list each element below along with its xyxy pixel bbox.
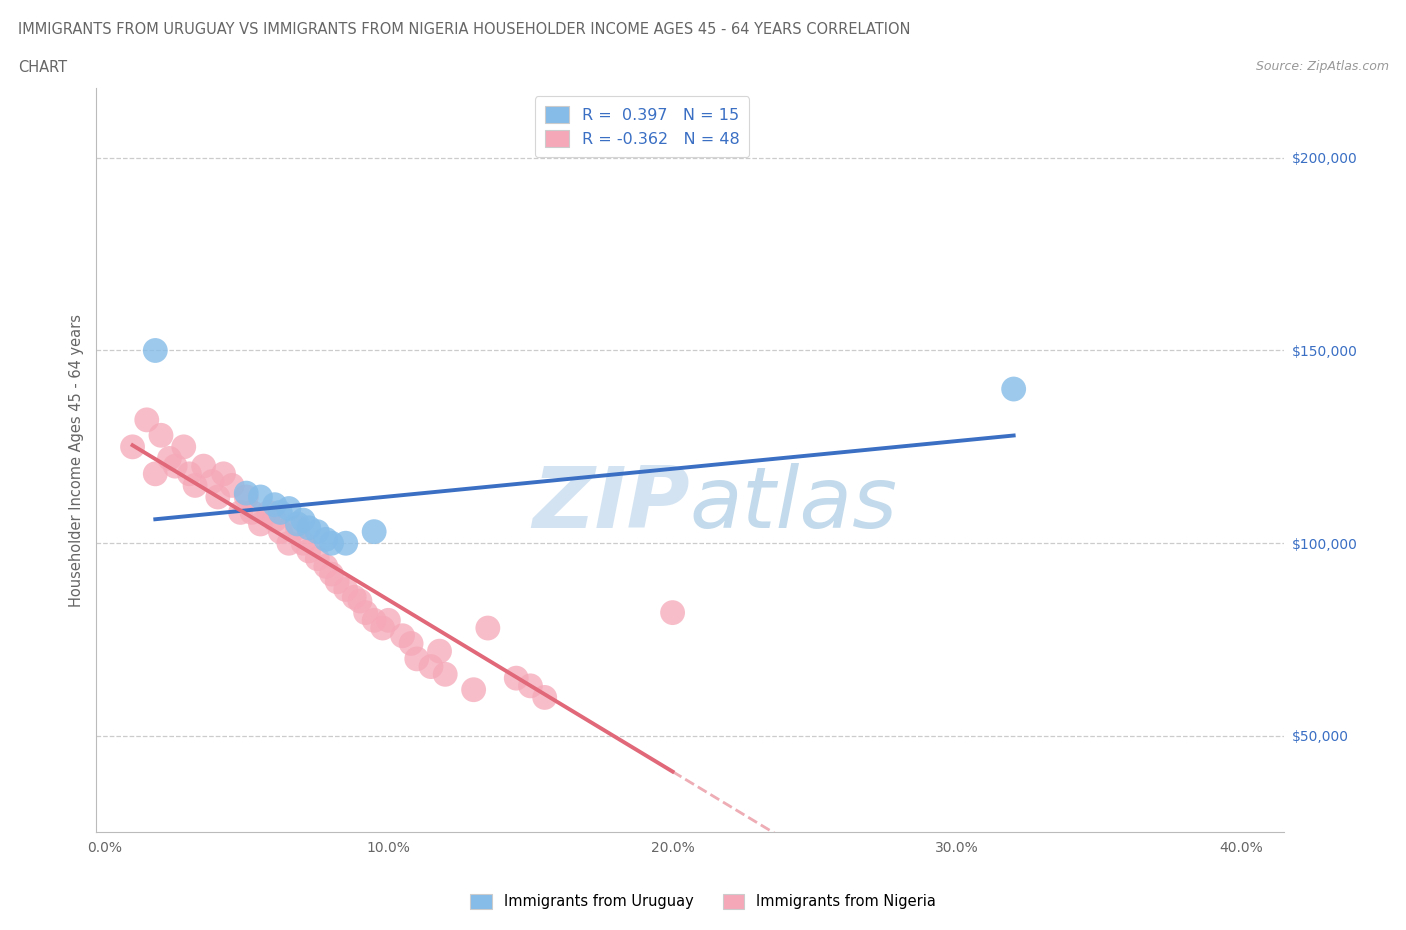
Point: [321, 566, 343, 581]
Text: IMMIGRANTS FROM URUGUAY VS IMMIGRANTS FROM NIGERIA HOUSEHOLDER INCOME AGES 45 - : IMMIGRANTS FROM URUGUAY VS IMMIGRANTS FR…: [18, 22, 911, 37]
Point: [399, 636, 422, 651]
Point: [269, 505, 291, 520]
Text: CHART: CHART: [18, 60, 67, 74]
Point: [149, 428, 172, 443]
Point: [463, 683, 485, 698]
Point: [257, 505, 280, 520]
Point: [229, 505, 252, 520]
Legend: R =  0.397   N = 15, R = -0.362   N = 48: R = 0.397 N = 15, R = -0.362 N = 48: [536, 97, 749, 157]
Point: [405, 651, 427, 666]
Y-axis label: Householder Income Ages 45 - 64 years: Householder Income Ages 45 - 64 years: [69, 313, 84, 607]
Point: [371, 620, 394, 635]
Point: [263, 498, 285, 512]
Point: [143, 467, 166, 482]
Point: [298, 543, 321, 558]
Point: [269, 525, 291, 539]
Point: [201, 474, 224, 489]
Point: [287, 516, 309, 531]
Point: [429, 644, 451, 658]
Point: [307, 525, 329, 539]
Point: [165, 458, 187, 473]
Point: [477, 620, 499, 635]
Point: [292, 536, 315, 551]
Point: [363, 525, 385, 539]
Point: [240, 505, 263, 520]
Point: [363, 613, 385, 628]
Point: [349, 593, 371, 608]
Point: [335, 536, 357, 551]
Point: [661, 605, 683, 620]
Point: [263, 512, 285, 527]
Text: Source: ZipAtlas.com: Source: ZipAtlas.com: [1256, 60, 1389, 73]
Point: [249, 489, 271, 504]
Point: [307, 551, 329, 566]
Text: ZIP: ZIP: [531, 463, 690, 547]
Point: [235, 485, 257, 500]
Text: atlas: atlas: [690, 463, 897, 547]
Point: [298, 521, 321, 536]
Point: [1002, 381, 1025, 396]
Point: [193, 458, 215, 473]
Point: [377, 613, 399, 628]
Point: [434, 667, 457, 682]
Point: [335, 582, 357, 597]
Point: [505, 671, 527, 685]
Point: [315, 532, 337, 547]
Point: [277, 536, 299, 551]
Point: [179, 467, 201, 482]
Point: [207, 489, 229, 504]
Point: [212, 467, 235, 482]
Point: [292, 512, 315, 527]
Point: [315, 559, 337, 574]
Point: [121, 439, 143, 454]
Point: [221, 478, 243, 493]
Point: [159, 451, 181, 466]
Point: [533, 690, 555, 705]
Point: [277, 501, 299, 516]
Point: [287, 521, 309, 536]
Point: [173, 439, 195, 454]
Point: [326, 575, 349, 590]
Point: [184, 478, 207, 493]
Point: [235, 489, 257, 504]
Point: [143, 343, 166, 358]
Point: [343, 590, 366, 604]
Legend: Immigrants from Uruguay, Immigrants from Nigeria: Immigrants from Uruguay, Immigrants from…: [464, 888, 942, 915]
Point: [519, 678, 541, 693]
Point: [249, 516, 271, 531]
Point: [321, 536, 343, 551]
Point: [135, 412, 157, 427]
Point: [354, 605, 377, 620]
Point: [420, 659, 443, 674]
Point: [391, 629, 413, 644]
